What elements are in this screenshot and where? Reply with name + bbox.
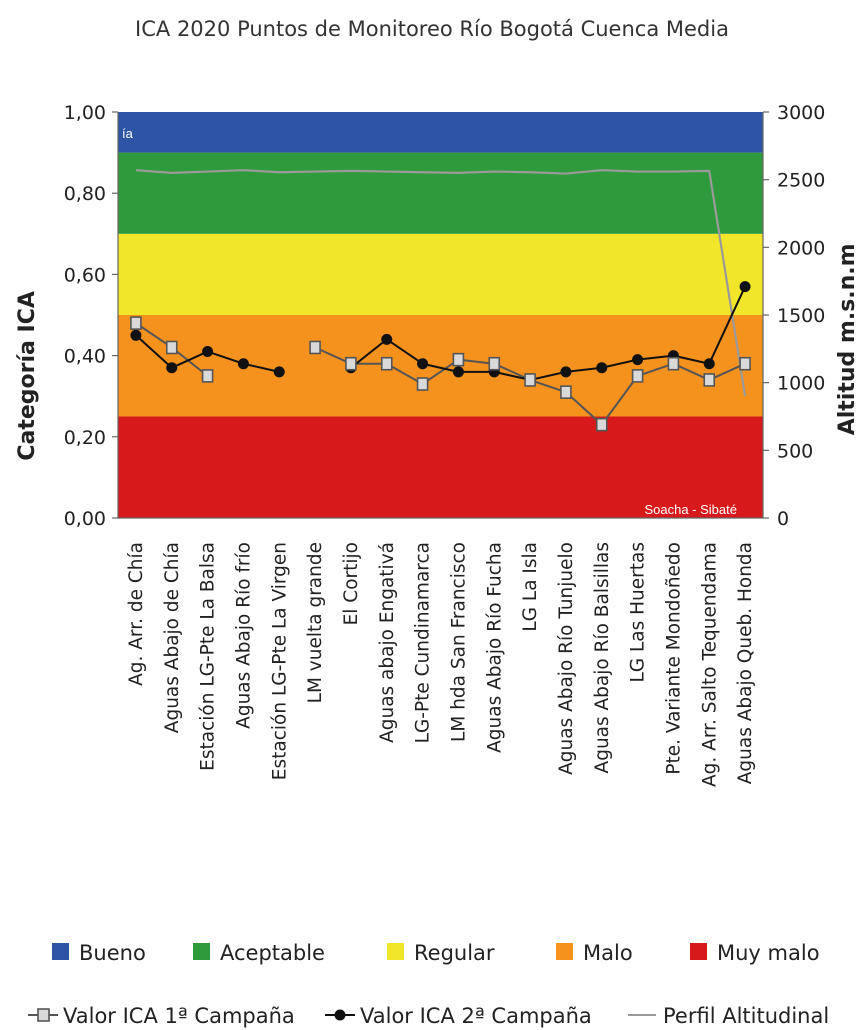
x-tick-label: LM vuelta grande [305,542,326,703]
x-tick-label: LG-Pte Cundinamarca [413,542,434,743]
x-tick-label: El Cortijo [341,542,362,625]
y2-tick-label: 2000 [777,237,825,259]
legend-label: Valor ICA 1ª Campaña [63,1004,295,1028]
series2-point [703,358,715,370]
x-tick-label: Estación LG-Pte La Balsa [198,542,219,771]
legend-label: Valor ICA 2ª Campaña [360,1004,592,1028]
series2-line [350,286,746,381]
band-regular [118,233,763,315]
band-annotation: ía [122,126,134,141]
series1-point [739,356,751,371]
y2-tick-label: 1000 [777,373,825,395]
x-tick-label: Ag. Arr. de Chía [126,542,147,686]
series1-point [452,352,465,367]
series1-point [201,369,214,383]
x-tick-label: Aguas abajo Engativá [377,542,398,743]
legend-swatch [387,943,404,960]
legend: Bueno Aceptable Regular Malo Muy malo Valor I… [28,941,829,1028]
series2-point [166,362,178,374]
y-tick-label: 0,00 [64,508,106,530]
series1-point [165,340,178,355]
x-tick-label: Pte. Variante Mondoñedo [663,542,684,775]
y2-tick-label: 1500 [777,305,825,327]
x-tick-label: Estación LG-Pte La Virgen [269,542,290,780]
series1-point [667,356,680,371]
y-tick-label: 0,80 [64,183,106,205]
legend-circle-marker [334,1009,346,1021]
x-tick-label: Aguas Abajo Río Balsillas [592,542,613,773]
series1-point [416,377,429,391]
legend-square-marker [37,1008,50,1022]
series2-point [596,362,608,374]
series1-point [488,356,501,371]
series2-point [632,354,644,366]
y2-axis-title: Altitud m.s.n.m [835,243,860,435]
legend-label: Aceptable [220,941,325,965]
band-aceptable [118,152,763,234]
series2-point [237,358,249,370]
series2-point [381,333,393,345]
axes: 0,00 0,20 0,40 0,60 0,80 1,00 0 500 1000 1500 2000… [15,102,860,787]
x-tick-label: LM hda San Francisco [448,542,469,742]
x-tick-label: Aguas Abajo Río Fucha [484,542,505,753]
series-layer [130,169,751,432]
series2-point [417,358,429,370]
series2-point [273,366,285,378]
y-tick-label: 0,40 [64,346,106,368]
series2-point [739,281,751,293]
y2-tick-label: 3000 [777,102,825,124]
x-tick-label: LG Las Huertas [628,542,649,683]
legend-label: Regular [414,941,495,965]
legend-label: Perfil Altitudinal [663,1004,829,1028]
legend-label: Bueno [79,941,146,965]
series1-point [130,316,142,330]
altitude-line [135,169,747,397]
legend-label: Malo [583,941,633,965]
band-annotation: Soacha - Sibaté [644,502,737,517]
x-tick-label: Aguas Abajo Queb. Honda [735,542,756,784]
series1-point [345,356,357,371]
x-tick-label: LG La Isla [520,542,541,632]
series2-point [560,366,572,378]
y-axis-title: Categoría ICA [15,291,40,461]
y2-tick-label: 2500 [777,170,825,192]
x-tick-label: Aguas Abajo Río Tunjuelo [556,542,577,775]
band-malo [118,315,763,417]
band-muy-malo [118,416,763,518]
y-tick-label: 0,20 [64,427,106,449]
series1-point [380,356,393,371]
x-tick-label: Ag. Arr. Salto Tequendama [699,542,720,787]
series2-point [452,366,464,378]
y2-tick-label: 0 [777,508,789,530]
series1-point [560,385,572,399]
x-tick-label: Aguas Abajo de Chía [162,542,183,733]
category-bands: ía Soacha - Sibaté [118,112,763,518]
legend-swatch [690,943,707,960]
series2-point [202,346,214,358]
series1-point [703,373,716,387]
series1-point [595,417,608,432]
legend-swatch [556,943,573,960]
series1-point [309,340,321,355]
y-tick-label: 0,60 [64,264,106,286]
series1-point [524,373,536,387]
x-tick-label: Aguas Abajo Río frío [233,542,254,729]
legend-swatch [193,943,210,960]
band-bueno [118,112,763,153]
series2-point [130,329,142,341]
chart-title: ICA 2020 Puntos de Monitoreo Río Bogotá … [135,17,729,41]
legend-label: Muy malo [717,941,820,965]
y-tick-label: 1,00 [64,102,106,124]
legend-swatch [52,943,69,960]
y2-tick-label: 500 [777,440,813,462]
series1-point [631,369,644,383]
